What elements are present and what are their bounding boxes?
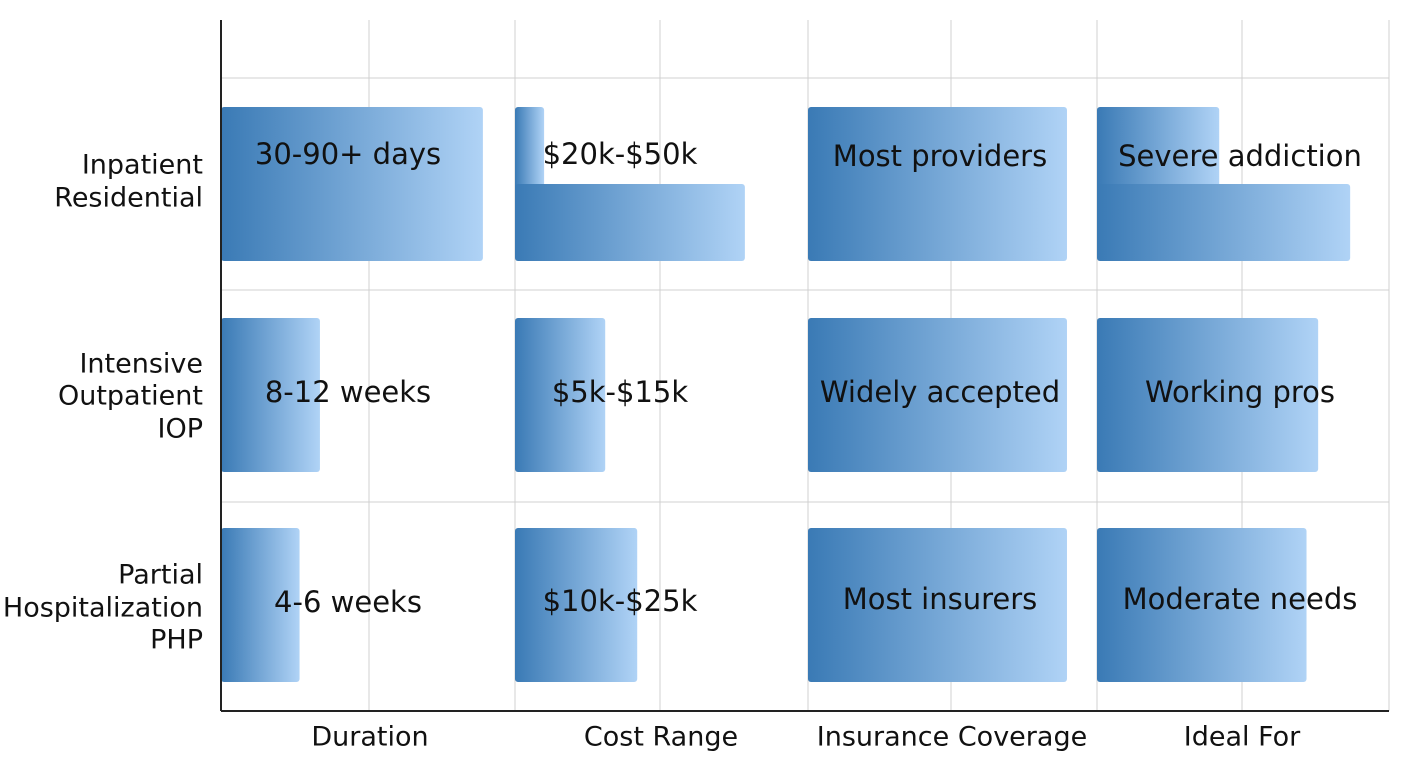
bar-segment <box>515 107 545 190</box>
bar <box>808 528 1067 682</box>
column-label: Ideal For <box>1184 722 1301 753</box>
row-label: IOP <box>158 414 204 445</box>
column-label: Duration <box>311 722 428 753</box>
bar-value-label: $5k-$15k <box>552 375 689 409</box>
bars <box>221 107 1351 682</box>
bar-value-label: Severe addiction <box>1118 139 1362 173</box>
labels: 30-90+ days $20k-$50k Most providers Severe… <box>3 137 1362 753</box>
bar <box>221 107 483 261</box>
row-label: Partial <box>118 560 203 591</box>
bar <box>808 107 1067 261</box>
column-label: Cost Range <box>584 722 738 753</box>
bar-value-label: 8-12 weeks <box>265 375 431 409</box>
bar <box>1097 184 1351 261</box>
bar-value-label: $20k-$50k <box>543 137 698 171</box>
row-label: Hospitalization <box>3 593 203 624</box>
row-label: Inpatient <box>82 150 203 181</box>
bar-value-label: Moderate needs <box>1123 582 1358 616</box>
bar-value-label: $10k-$25k <box>543 584 698 618</box>
bar <box>221 528 300 682</box>
bar-value-label: 30-90+ days <box>255 137 441 171</box>
row-label: Outpatient <box>58 381 203 412</box>
row-label: Intensive <box>79 349 203 380</box>
bar-value-label: Widely accepted <box>820 375 1060 409</box>
bar <box>515 318 606 472</box>
bar <box>1097 318 1319 472</box>
bar <box>808 318 1067 472</box>
bar <box>515 528 638 682</box>
row-label: PHP <box>150 625 203 656</box>
bar-value-label: Most insurers <box>843 582 1038 616</box>
bar <box>221 318 320 472</box>
axes <box>220 20 1389 712</box>
row-label: Residential <box>54 183 203 214</box>
bar-value-label: 4-6 weeks <box>274 585 422 619</box>
bar <box>515 184 745 261</box>
bar-value-label: Working pros <box>1145 375 1335 409</box>
bar-segment <box>1097 107 1220 190</box>
column-label: Insurance Coverage <box>817 722 1087 753</box>
bar-value-label: Most providers <box>833 139 1047 173</box>
bar <box>1097 528 1307 682</box>
